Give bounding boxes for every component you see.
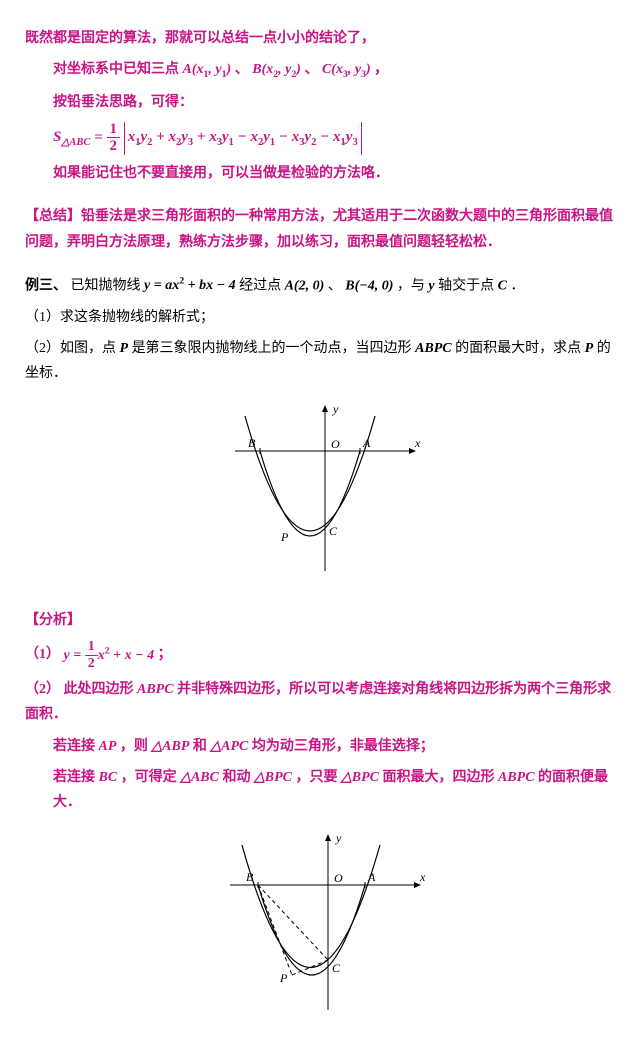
semi: ； xyxy=(158,648,172,663)
svg-text:y: y xyxy=(335,831,342,845)
tri-ABP: △ABP xyxy=(151,739,189,754)
sep: 、 xyxy=(235,62,249,77)
point-A: A(2, 0) xyxy=(285,278,325,293)
diagram-1: O x y A B C P xyxy=(25,401,615,590)
seg-AP: AP xyxy=(99,739,117,754)
svg-text:B: B xyxy=(248,436,256,450)
text: ，只要 xyxy=(295,770,337,785)
point-B: B(−4, 0) xyxy=(345,278,393,293)
svg-text:P: P xyxy=(280,530,289,544)
tip-line: 如果能记住也不要直接用，可以当做是检验的方法咯． xyxy=(25,161,615,186)
text: 和动 xyxy=(222,770,250,785)
equation: y = 1 2 x2 + x − 4 xyxy=(64,648,158,663)
svg-text:C: C xyxy=(332,961,341,975)
analysis-2-line2: 若连接 AP ，则 △ABP 和 △APC 均为动三角形，非最佳选择； xyxy=(25,734,615,759)
y-axis: y xyxy=(428,278,434,293)
seg-BC: BC xyxy=(99,770,118,785)
quad-ABPC: ABPC xyxy=(137,682,174,697)
point-C: C(x3, y3) xyxy=(322,62,371,77)
point-C: C xyxy=(498,278,507,293)
svg-text:C: C xyxy=(329,524,338,538)
text: 经过点 xyxy=(239,278,285,293)
text: 若连接 xyxy=(53,770,99,785)
analysis-1: （1） y = 1 2 x2 + x − 4 ； xyxy=(25,639,615,671)
text: ，则 xyxy=(120,739,148,754)
text: ， xyxy=(374,62,388,77)
text: 面积最大，四边形 xyxy=(382,770,498,785)
svg-text:A: A xyxy=(367,870,376,884)
text: 均为动三角形，非最佳选择； xyxy=(252,739,434,754)
point-B: B(x2, y2) xyxy=(252,62,301,77)
fraction: 1 2 xyxy=(107,121,121,155)
parabola-diagram-1: O x y A B C P xyxy=(215,401,425,581)
equation: y = ax2 + bx − 4 xyxy=(144,278,236,293)
text: ，与 xyxy=(397,278,429,293)
ex-label: 例三、 xyxy=(25,278,67,293)
intro-line: 既然都是固定的算法，那就可以总结一点小小的结论了， xyxy=(25,26,615,51)
svg-text:B: B xyxy=(246,870,254,884)
text: 此处四边形 xyxy=(64,682,138,697)
quad-ABPC: ABPC xyxy=(498,770,535,785)
svg-text:y: y xyxy=(332,402,339,416)
abs-value: x1y2 + x2y3 + x3y1 − x2y1 − x3y2 − x1y3 xyxy=(124,122,362,155)
text: 对坐标系中已知三点 xyxy=(53,62,183,77)
svg-text:A: A xyxy=(362,436,371,450)
tri-ABC: △ABC xyxy=(180,770,219,785)
sep: 、 xyxy=(328,278,342,293)
question-2: （2）如图，点 P 是第三象限内抛物线上的一个动点，当四边形 ABPC 的面积最… xyxy=(25,336,615,386)
tri-BPC: △BPC xyxy=(254,770,292,785)
text: ，可得定 xyxy=(121,770,177,785)
example-3: 例三、 已知抛物线 y = ax2 + bx − 4 经过点 A(2, 0) 、… xyxy=(25,273,615,299)
parabola-diagram-2: O x y A B C P xyxy=(210,830,430,1020)
analysis-2-line3: 若连接 BC ，可得定 △ABC 和动 △BPC ，只要 △BPC 面积最大，四… xyxy=(25,765,615,815)
text: ． xyxy=(510,278,524,293)
tri-BPC: △BPC xyxy=(341,770,379,785)
label: （1） xyxy=(25,648,60,663)
label: （2） xyxy=(25,682,60,697)
text: 是第三象限内抛物线上的一个动点，当四边形 xyxy=(132,341,416,356)
point-A: A(x1, y1) xyxy=(183,62,232,77)
text: 和 xyxy=(193,739,207,754)
summary: 【总结】铅垂法是求三角形面积的一种常用方法，尤其适用于二次函数大题中的三角形面积… xyxy=(25,204,615,254)
analysis-2: （2） 此处四边形 ABPC 并非特殊四边形，所以可以考虑连接对角线将四边形拆为… xyxy=(25,677,615,727)
svg-text:P: P xyxy=(279,971,288,985)
text: （2）如图，点 xyxy=(25,341,120,356)
svg-text:O: O xyxy=(331,437,340,451)
svg-text:x: x xyxy=(419,870,426,884)
analysis-label: 【分析】 xyxy=(25,608,615,633)
var-P: P xyxy=(120,341,129,356)
sep: 、 xyxy=(304,62,318,77)
svg-text:x: x xyxy=(414,436,421,450)
question-1: （1）求这条抛物线的解析式； xyxy=(25,305,615,330)
quad-ABPC: ABPC xyxy=(415,341,452,356)
points-line: 对坐标系中已知三点 A(x1, y1) 、 B(x2, y2) 、 C(x3, … xyxy=(25,57,615,83)
method-line: 按铅垂法思路，可得： xyxy=(25,90,615,115)
text: 若连接 xyxy=(53,739,99,754)
svg-text:O: O xyxy=(334,871,343,885)
area-formula: S△ABC = 1 2 x1y2 + x2y3 + x3y1 − x2y1 − … xyxy=(25,121,615,155)
text: 的面积最大时，求点 xyxy=(455,341,585,356)
text: 已知抛物线 xyxy=(71,278,145,293)
tri-APC: △APC xyxy=(210,739,248,754)
var-P: P xyxy=(585,341,594,356)
diagram-2: O x y A B C P xyxy=(25,830,615,1029)
text: 轴交于点 xyxy=(438,278,498,293)
